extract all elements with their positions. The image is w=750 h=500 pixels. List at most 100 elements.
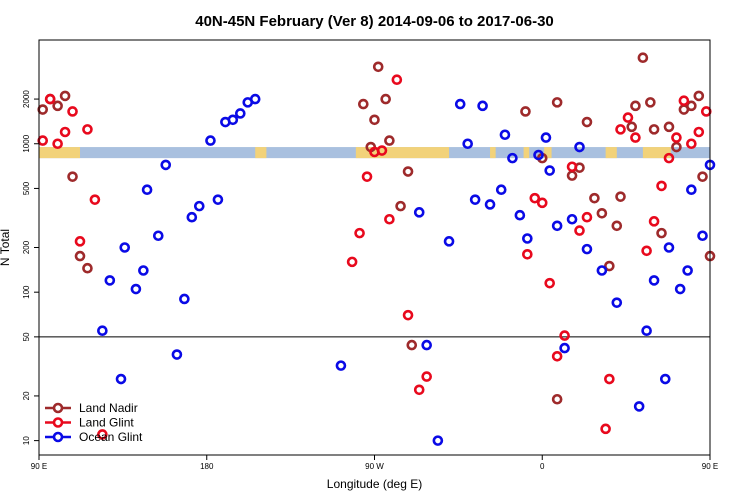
land-nadir-point xyxy=(358,98,369,110)
land-glint-point xyxy=(529,192,541,204)
land-nadir-point xyxy=(384,135,395,146)
ocean-glint-point xyxy=(514,209,526,221)
land-nadir-point xyxy=(59,90,71,102)
ocean-glint-point xyxy=(697,230,708,242)
ocean-glint-point xyxy=(633,401,645,412)
land-glint-point xyxy=(604,373,615,385)
land-glint-point xyxy=(641,245,652,257)
legend-label-land-nadir: Land Nadir xyxy=(79,401,138,415)
land-nadir-point xyxy=(697,171,708,182)
land-nadir-point xyxy=(37,104,49,115)
land-glint-point xyxy=(89,194,101,205)
ocean-glint-point xyxy=(115,373,127,385)
land-glint-point xyxy=(648,216,660,227)
ocean-glint-point xyxy=(674,283,686,295)
land-nadir-point xyxy=(671,141,682,153)
y-tick-label: 2000 xyxy=(22,90,31,108)
x-axis-label: Longitude (deg E) xyxy=(327,477,422,491)
ocean-glint-point xyxy=(522,233,533,244)
y-axis-label: N Total xyxy=(0,229,12,266)
y-tick-label: 200 xyxy=(22,240,31,254)
land-glint-point xyxy=(544,277,556,289)
ocean-glint-point xyxy=(335,360,347,371)
plot-frame xyxy=(38,39,711,456)
land-nadir-point xyxy=(615,191,626,202)
y-tick-label: 10 xyxy=(22,436,31,445)
land-glint-point xyxy=(346,256,358,268)
land-nadir-point xyxy=(52,100,63,112)
land-glint-point xyxy=(402,309,414,321)
land-nadir-point xyxy=(611,220,623,232)
land-glint-point xyxy=(384,213,395,225)
land-glint-point xyxy=(59,126,71,138)
land-band-segment xyxy=(642,147,671,159)
ocean-glint-point xyxy=(130,283,142,295)
ocean-glint-point xyxy=(648,275,660,286)
land-nadir-point xyxy=(67,171,78,182)
land-glint-point xyxy=(354,227,365,239)
ocean-glint-point xyxy=(421,339,432,351)
land-glint-point xyxy=(678,95,690,106)
land-band-segment xyxy=(255,147,267,159)
land-glint-point xyxy=(581,211,593,223)
x-tick-label: 180 xyxy=(200,462,214,471)
land-nadir-point xyxy=(604,260,615,272)
land-glint-point xyxy=(391,74,403,86)
ocean-glint-point xyxy=(533,149,544,161)
land-nadir-point xyxy=(589,192,600,204)
y-tick-label: 50 xyxy=(22,332,31,341)
land-band-segment xyxy=(490,147,496,159)
ocean-glint-point xyxy=(205,135,216,146)
x-tick-label: 90 E xyxy=(702,462,718,471)
ocean-glint-point xyxy=(179,293,190,305)
ocean-glint-point xyxy=(507,152,518,164)
ocean-glint-point xyxy=(551,220,563,232)
land-nadir-point xyxy=(406,339,418,351)
ocean-glint-point xyxy=(659,373,671,385)
ocean-glint-point xyxy=(138,265,149,276)
land-glint-point xyxy=(600,423,611,435)
legend-label-land-glint: Land Glint xyxy=(79,416,134,430)
land-nadir-point xyxy=(372,61,384,73)
land-nadir-point xyxy=(380,93,391,105)
axes: 90 E 180 90 W 0 90 E 10 20 50 100 200 500 1000 2000 xyxy=(22,39,718,471)
land-nadir-point xyxy=(395,200,406,212)
land-ocean-band xyxy=(39,147,710,159)
ocean-glint-point xyxy=(663,242,675,253)
ocean-glint-point xyxy=(249,93,261,105)
ocean-glint-point xyxy=(432,435,444,446)
land-glint-point xyxy=(615,124,626,135)
ocean-glint-point xyxy=(484,199,496,210)
ocean-glint-point xyxy=(152,230,164,242)
y-tick-label: 500 xyxy=(22,181,31,195)
ocean-glint-point xyxy=(97,325,108,337)
ocean-glint-point xyxy=(469,194,481,205)
legend-label-ocean-glint: Ocean Glint xyxy=(79,430,143,444)
land-nadir-point xyxy=(656,227,667,239)
ocean-glint-point xyxy=(227,114,239,126)
land-glint-point xyxy=(361,171,373,182)
land-glint-point xyxy=(421,371,432,382)
land-nadir-point xyxy=(581,116,593,128)
land-nadir-point xyxy=(693,90,705,102)
ocean-glint-point xyxy=(559,342,570,354)
x-tick-label: 90 E xyxy=(31,462,47,471)
land-glint-point xyxy=(574,225,585,236)
ocean-glint-point xyxy=(186,211,198,223)
land-glint-point xyxy=(522,248,533,260)
land-nadir-point xyxy=(402,166,414,177)
y-tick-label: 20 xyxy=(22,391,31,400)
ocean-glint-point xyxy=(212,194,224,205)
land-nadir-point xyxy=(645,97,656,108)
ocean-glint-point xyxy=(611,297,623,308)
land-glint-point xyxy=(551,350,563,362)
land-nadir-point xyxy=(630,100,641,112)
land-glint-point xyxy=(622,112,634,123)
ocean-glint-point xyxy=(566,213,578,225)
land-nadir-point xyxy=(551,97,563,108)
y-tick-label: 100 xyxy=(22,285,31,299)
ocean-glint-point xyxy=(686,184,697,196)
land-glint-point xyxy=(97,429,108,440)
land-nadir-point xyxy=(74,250,86,262)
